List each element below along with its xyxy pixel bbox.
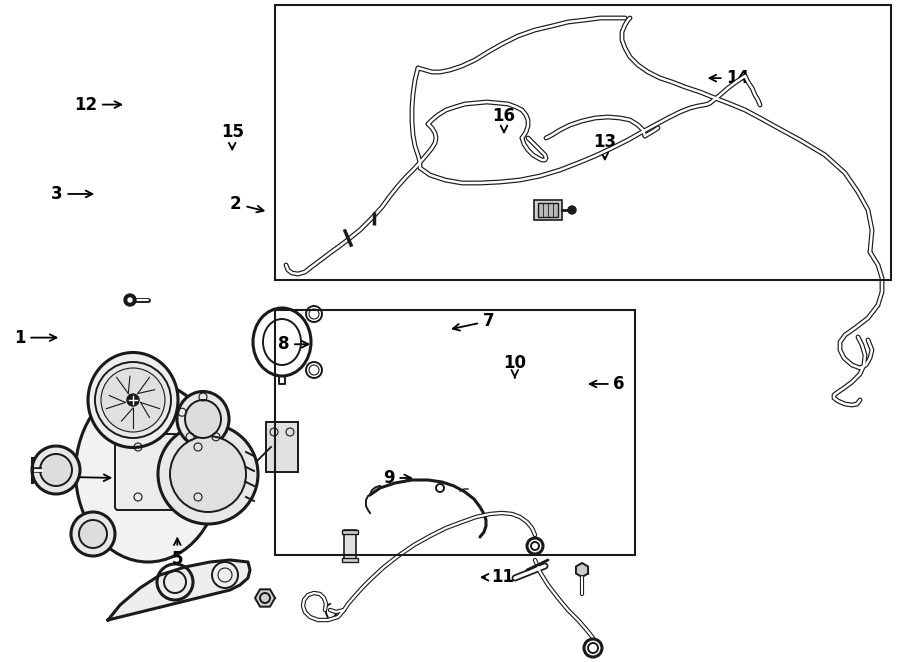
Circle shape: [568, 206, 576, 214]
Bar: [344, 530, 356, 562]
Circle shape: [170, 436, 246, 512]
Text: 13: 13: [593, 133, 616, 160]
Circle shape: [95, 362, 171, 438]
Text: 11: 11: [482, 568, 514, 587]
Text: 7: 7: [453, 312, 494, 330]
Circle shape: [124, 294, 136, 306]
Polygon shape: [108, 560, 250, 620]
Text: 5: 5: [172, 538, 183, 569]
Text: 1: 1: [14, 328, 57, 347]
Circle shape: [128, 298, 132, 302]
Bar: [342, 558, 358, 562]
Bar: [266, 422, 298, 472]
Polygon shape: [576, 563, 588, 577]
Text: 2: 2: [230, 195, 264, 213]
Text: 12: 12: [74, 95, 122, 114]
Bar: [274, 310, 634, 555]
Ellipse shape: [177, 391, 229, 446]
Circle shape: [40, 454, 72, 486]
Ellipse shape: [185, 400, 221, 438]
Text: 16: 16: [492, 107, 516, 132]
Text: 4: 4: [47, 467, 111, 486]
Ellipse shape: [76, 382, 220, 562]
Ellipse shape: [158, 424, 258, 524]
Circle shape: [71, 512, 115, 556]
Text: 6: 6: [590, 375, 625, 393]
Circle shape: [127, 394, 139, 406]
Ellipse shape: [88, 352, 178, 448]
Bar: [274, 5, 891, 280]
Text: 9: 9: [383, 469, 411, 487]
Circle shape: [32, 446, 80, 494]
Bar: [534, 200, 562, 220]
Text: 10: 10: [503, 354, 526, 377]
FancyBboxPatch shape: [115, 434, 216, 510]
Text: 14: 14: [709, 69, 750, 87]
Text: 3: 3: [51, 185, 93, 203]
Polygon shape: [255, 589, 275, 606]
Text: 15: 15: [220, 123, 244, 150]
Text: 8: 8: [278, 335, 309, 354]
Circle shape: [79, 520, 107, 548]
Circle shape: [101, 368, 165, 432]
Bar: [342, 530, 358, 534]
Bar: [538, 203, 558, 217]
